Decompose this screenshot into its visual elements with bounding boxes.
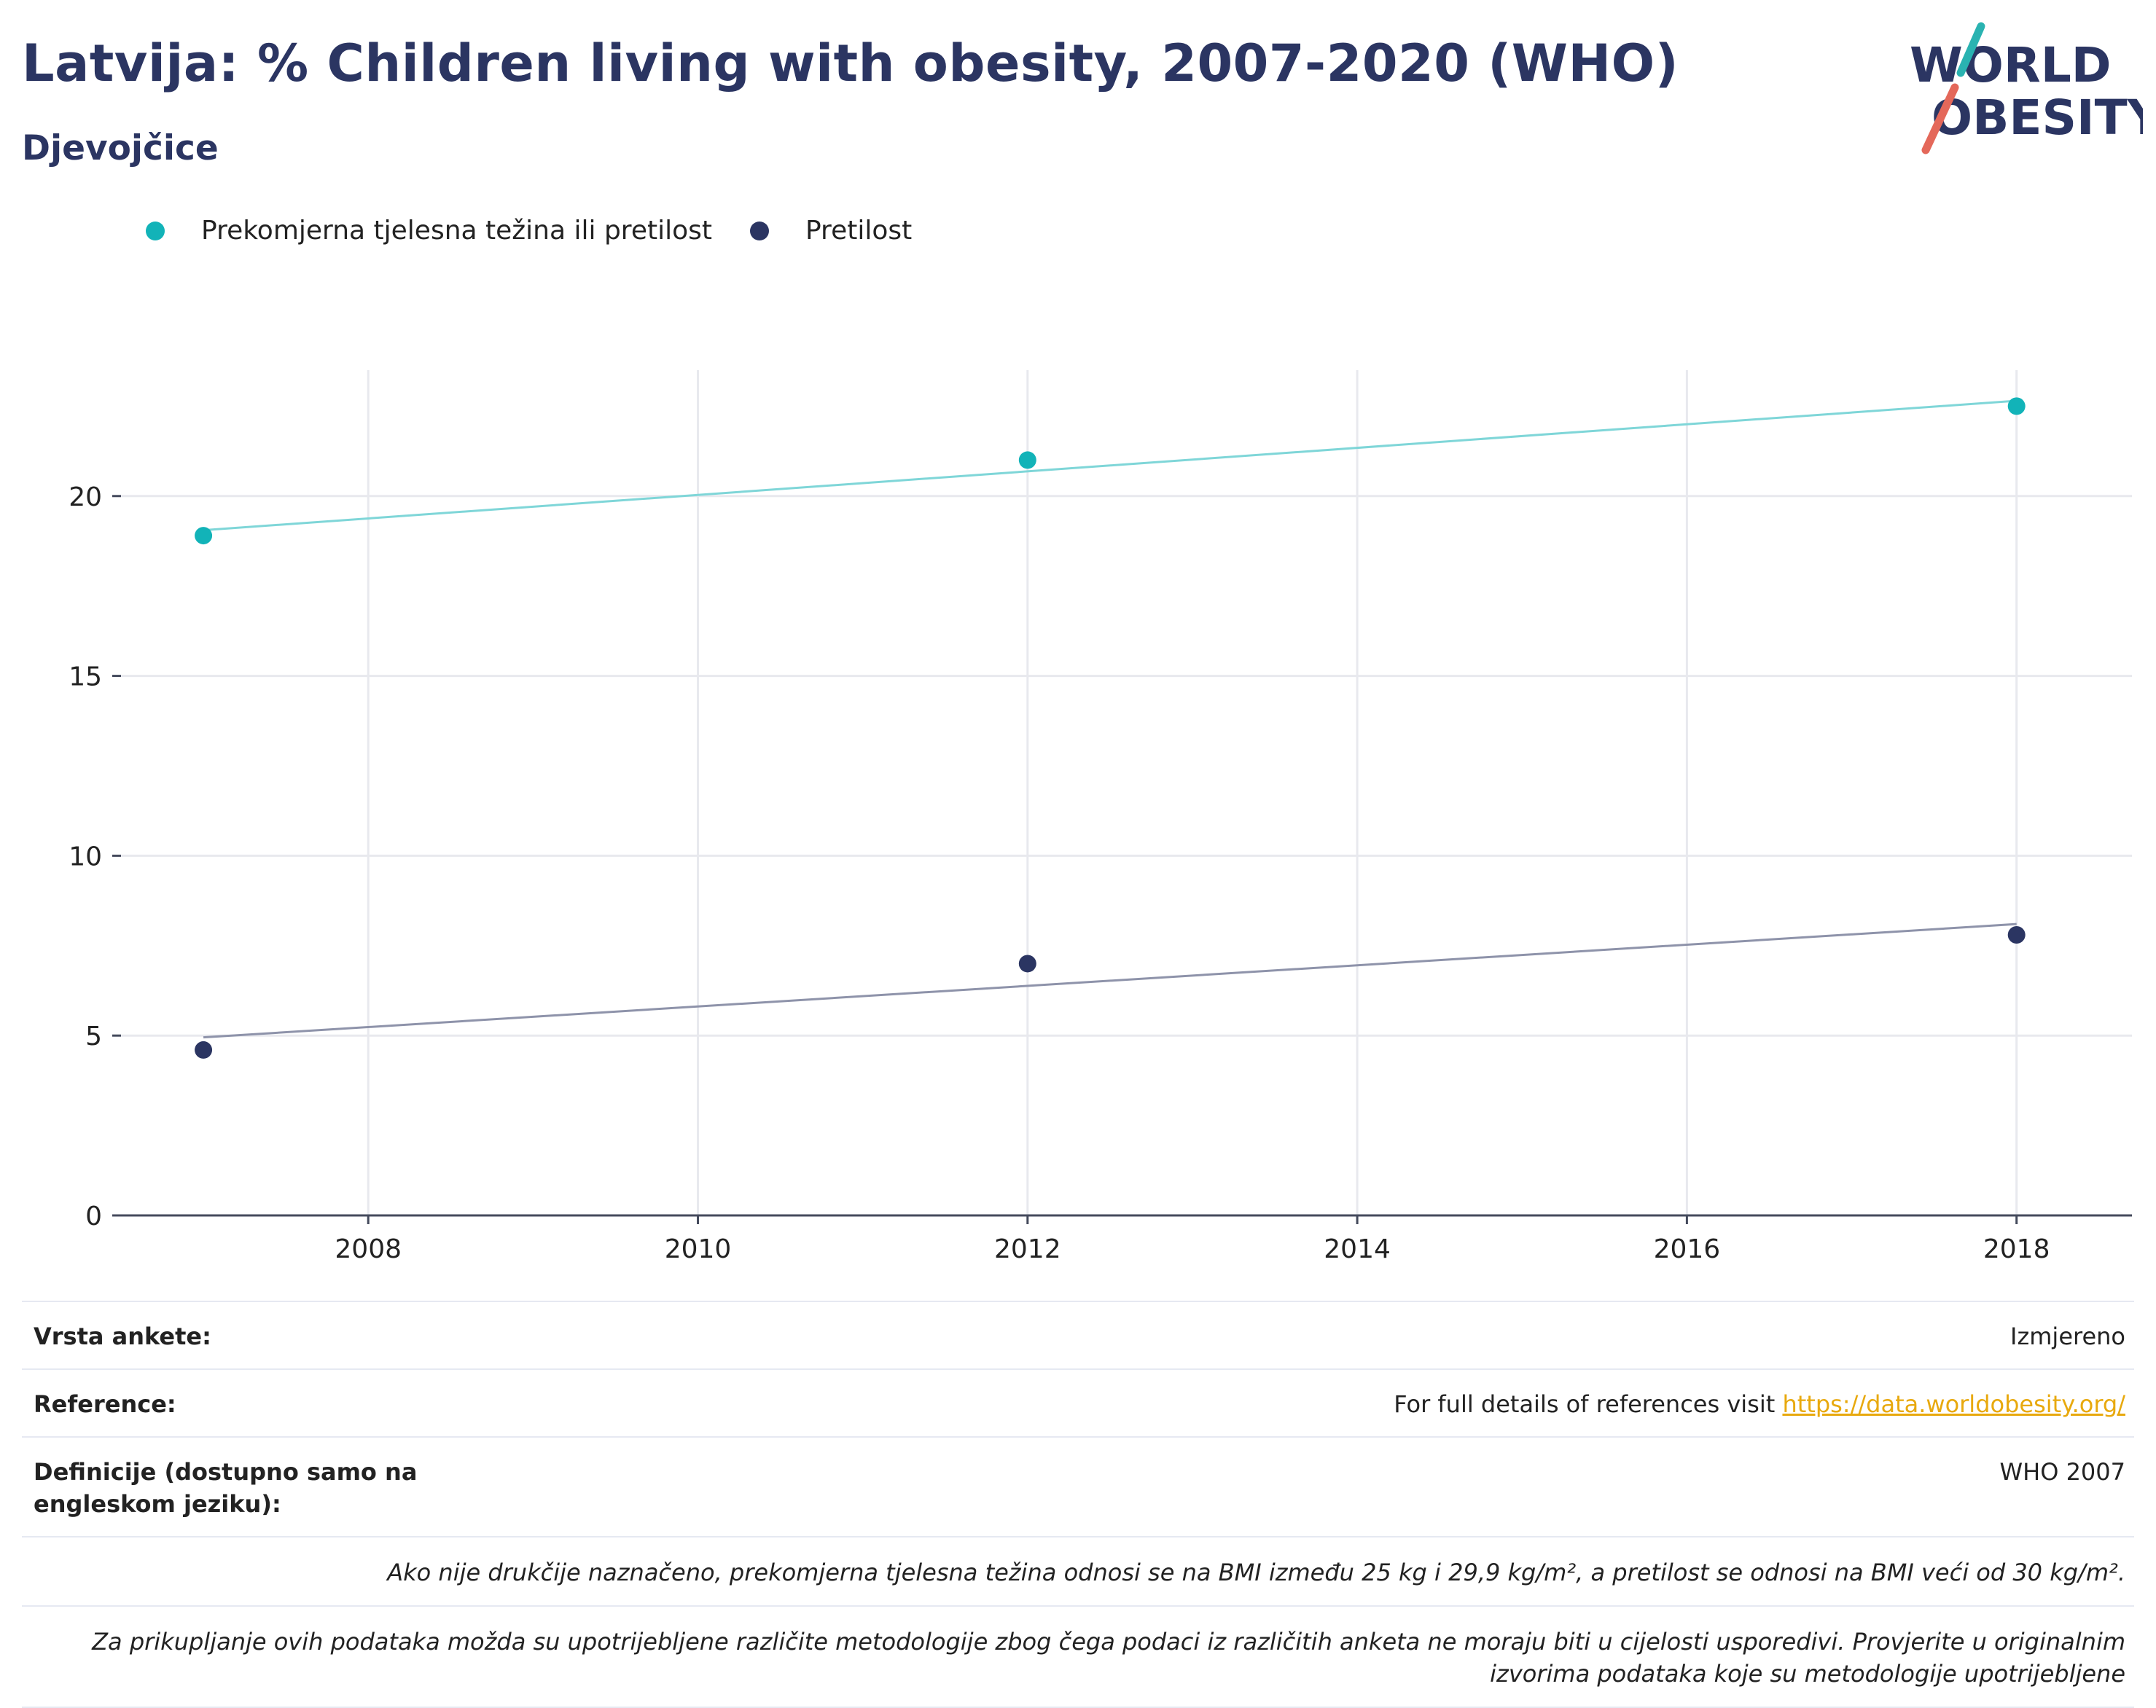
definitions-row: Definicije (dostupno samo na engleskom j… xyxy=(22,1436,2134,1535)
legend-label-obesity: Pretilost xyxy=(805,216,913,246)
x-tick-label: 2012 xyxy=(994,1234,1061,1264)
survey-type-row: Vrsta ankete: Izmjereno xyxy=(22,1301,2134,1368)
logo-word-world: WORLD xyxy=(1910,37,2112,93)
chart-title: Latvija: % Children living with obesity,… xyxy=(22,34,1679,93)
methodology-note: Za prikupljanje ovih podataka možda su u… xyxy=(22,1605,2134,1708)
data-point-series-2 xyxy=(1018,955,1036,973)
legend-label-overweight: Prekomjerna tjelesna težina ili pretilos… xyxy=(201,216,712,246)
legend-item-obesity[interactable]: Pretilost xyxy=(749,216,913,246)
chart-plot: 2008 2010 2012 2014 2016 2018 0 5 10 15 20 xyxy=(69,370,2132,1264)
y-tick-label: 10 xyxy=(69,842,102,871)
logo-word-obesity: OBESITY xyxy=(1932,90,2143,146)
references-link[interactable]: https://data.worldobesity.org/ xyxy=(1782,1390,2125,1419)
references-row: Reference: For full details of reference… xyxy=(22,1368,2134,1436)
notes-table: Vrsta ankete: Izmjereno Reference: For f… xyxy=(22,1301,2134,1708)
y-tick-label: 5 xyxy=(85,1022,102,1051)
y-tick-label: 20 xyxy=(69,482,102,512)
x-tick-label: 2018 xyxy=(1983,1234,2050,1264)
chart-legend: Prekomjerna tjelesna težina ili pretilos… xyxy=(146,216,950,246)
references-value: For full details of references visit htt… xyxy=(1394,1389,2125,1420)
y-tick-label: 15 xyxy=(69,662,102,692)
bmi-definition-note: Ako nije drukčije naznačeno, prekomjerna… xyxy=(22,1535,2134,1605)
x-tick-label: 2016 xyxy=(1654,1234,1721,1264)
data-point-series-1 xyxy=(195,527,213,545)
trendline-series-2 xyxy=(203,922,2017,1039)
data-point-series-1 xyxy=(1018,451,1036,469)
y-tick-label: 0 xyxy=(85,1202,102,1231)
x-tick-label: 2014 xyxy=(1324,1234,1391,1264)
references-label: Reference: xyxy=(34,1390,176,1419)
legend-marker-obesity xyxy=(749,221,769,240)
definitions-value: WHO 2007 xyxy=(1999,1458,2126,1486)
data-point-series-1 xyxy=(2007,397,2026,415)
world-obesity-logo[interactable]: WORLD OBESITY xyxy=(1888,20,2143,159)
survey-type-label: Vrsta ankete: xyxy=(34,1323,211,1350)
x-tick-label: 2010 xyxy=(665,1234,732,1264)
legend-marker-overweight xyxy=(146,221,165,240)
x-tick-label: 2008 xyxy=(335,1234,402,1264)
legend-item-overweight[interactable]: Prekomjerna tjelesna težina ili pretilos… xyxy=(146,216,712,246)
data-point-series-2 xyxy=(195,1041,213,1059)
chart-subtitle: Djevojčice xyxy=(22,128,219,168)
survey-type-value: Izmjereno xyxy=(2010,1323,2125,1350)
logo-slash-teal xyxy=(1956,22,1985,77)
trendline-series-1 xyxy=(203,399,2017,532)
references-text: For full details of references visit xyxy=(1394,1390,1783,1419)
definitions-label: Definicije (dostupno samo na engleskom j… xyxy=(34,1458,418,1518)
data-point-series-2 xyxy=(2007,925,2026,944)
logo-slash-coral xyxy=(1921,83,1959,154)
